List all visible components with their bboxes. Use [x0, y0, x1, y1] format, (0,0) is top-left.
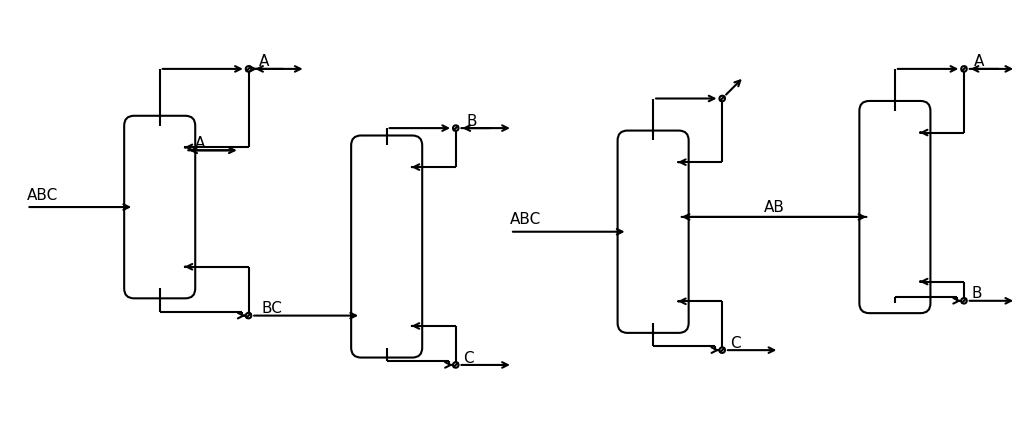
Text: A: A — [974, 54, 984, 70]
Text: B: B — [466, 114, 477, 129]
FancyBboxPatch shape — [352, 135, 422, 357]
Text: ABC: ABC — [510, 212, 541, 227]
Text: BC: BC — [261, 301, 282, 316]
FancyBboxPatch shape — [618, 130, 689, 333]
FancyBboxPatch shape — [859, 101, 931, 313]
Text: A: A — [195, 136, 206, 151]
Text: A: A — [259, 54, 270, 70]
Text: C: C — [463, 351, 475, 365]
Text: B: B — [972, 287, 982, 301]
Text: ABC: ABC — [27, 188, 57, 203]
Text: C: C — [730, 336, 740, 351]
Text: AB: AB — [764, 200, 784, 214]
FancyBboxPatch shape — [124, 116, 195, 298]
